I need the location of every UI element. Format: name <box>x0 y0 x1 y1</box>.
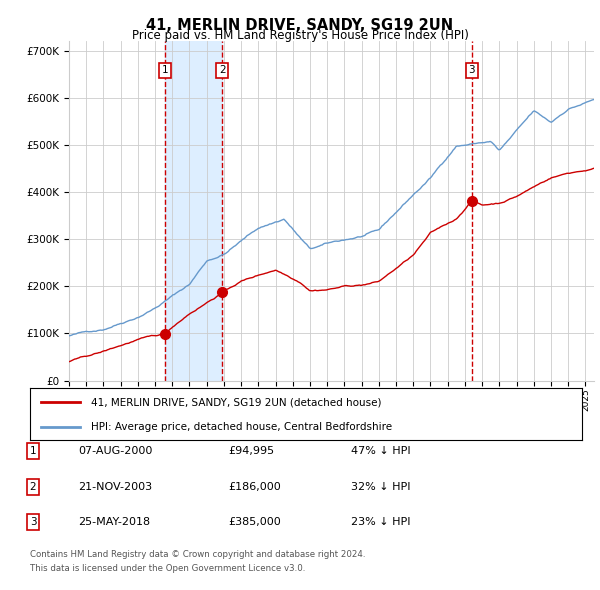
Text: Contains HM Land Registry data © Crown copyright and database right 2024.: Contains HM Land Registry data © Crown c… <box>30 550 365 559</box>
Text: 32% ↓ HPI: 32% ↓ HPI <box>351 482 410 491</box>
Text: 1: 1 <box>29 447 37 456</box>
Text: £186,000: £186,000 <box>228 482 281 491</box>
Text: 21-NOV-2003: 21-NOV-2003 <box>78 482 152 491</box>
Text: 2: 2 <box>219 65 226 75</box>
Text: This data is licensed under the Open Government Licence v3.0.: This data is licensed under the Open Gov… <box>30 565 305 573</box>
Text: 41, MERLIN DRIVE, SANDY, SG19 2UN: 41, MERLIN DRIVE, SANDY, SG19 2UN <box>146 18 454 32</box>
Text: 1: 1 <box>162 65 169 75</box>
Bar <box>166 41 222 381</box>
Text: 07-AUG-2000: 07-AUG-2000 <box>78 447 152 456</box>
Text: HPI: Average price, detached house, Central Bedfordshire: HPI: Average price, detached house, Cent… <box>91 422 392 431</box>
Text: 3: 3 <box>29 517 37 527</box>
Text: 25-MAY-2018: 25-MAY-2018 <box>78 517 150 527</box>
Text: 3: 3 <box>469 65 475 75</box>
Text: £94,995: £94,995 <box>228 447 274 456</box>
Text: £385,000: £385,000 <box>228 517 281 527</box>
Text: 47% ↓ HPI: 47% ↓ HPI <box>351 447 410 456</box>
Text: Price paid vs. HM Land Registry's House Price Index (HPI): Price paid vs. HM Land Registry's House … <box>131 30 469 42</box>
Text: 41, MERLIN DRIVE, SANDY, SG19 2UN (detached house): 41, MERLIN DRIVE, SANDY, SG19 2UN (detac… <box>91 397 381 407</box>
Text: 2: 2 <box>29 482 37 491</box>
Text: 23% ↓ HPI: 23% ↓ HPI <box>351 517 410 527</box>
